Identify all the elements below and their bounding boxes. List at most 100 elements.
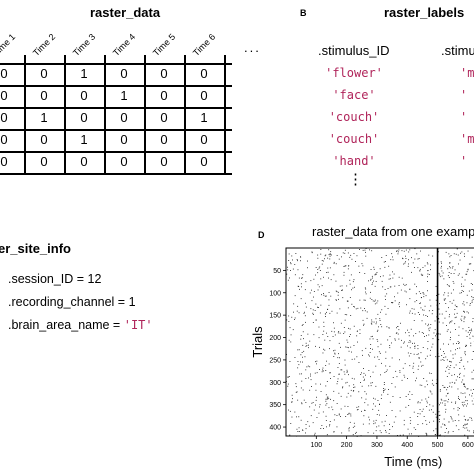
spike-dot bbox=[354, 286, 355, 288]
spike-dot bbox=[450, 273, 452, 274]
spike-dot bbox=[362, 354, 363, 356]
spike-dot bbox=[446, 284, 448, 286]
spike-dot bbox=[413, 320, 415, 321]
spike-dot bbox=[336, 426, 338, 428]
spike-dot bbox=[331, 330, 333, 332]
spike-dot bbox=[308, 347, 309, 349]
spike-dot bbox=[365, 347, 367, 349]
spike-dot bbox=[329, 253, 331, 255]
spike-dot bbox=[316, 396, 317, 398]
table-cell: 0 bbox=[40, 132, 48, 147]
spike-dot bbox=[339, 357, 340, 359]
spike-dot bbox=[377, 300, 379, 302]
spike-dot bbox=[427, 273, 429, 275]
spike-dot bbox=[470, 389, 472, 391]
spike-dot bbox=[330, 254, 332, 256]
spike-dot bbox=[341, 289, 343, 291]
spike-dot bbox=[341, 290, 343, 291]
spike-dot bbox=[395, 332, 397, 334]
spike-dot bbox=[402, 434, 404, 436]
spike-dot bbox=[322, 260, 324, 262]
spike-dot bbox=[389, 274, 391, 276]
spike-dot bbox=[457, 376, 458, 378]
spike-dot bbox=[288, 376, 290, 377]
spike-dot bbox=[420, 273, 422, 275]
table-cell: 1 bbox=[40, 110, 48, 125]
spike-dot bbox=[369, 355, 370, 357]
spike-dot bbox=[462, 291, 464, 292]
spike-dot bbox=[371, 284, 373, 285]
spike-dot bbox=[401, 379, 403, 381]
spike-dot bbox=[376, 330, 378, 332]
spike-dot bbox=[375, 273, 376, 275]
spike-dot bbox=[455, 402, 456, 404]
y-axis-label: Trials bbox=[250, 326, 265, 358]
spike-dot bbox=[440, 398, 442, 400]
spike-dot bbox=[321, 371, 323, 373]
spike-dot bbox=[327, 271, 329, 273]
spike-dot bbox=[329, 267, 331, 269]
spike-dot bbox=[456, 343, 457, 344]
spike-dot bbox=[289, 434, 291, 436]
spike-dot bbox=[429, 354, 431, 356]
spike-dot bbox=[341, 256, 342, 258]
spike-dot bbox=[320, 428, 322, 429]
spike-dot bbox=[427, 341, 429, 342]
spike-dot bbox=[324, 255, 326, 257]
spike-dot bbox=[318, 267, 320, 269]
spike-dot bbox=[336, 403, 338, 404]
spike-dot bbox=[379, 268, 381, 270]
spike-dot bbox=[323, 348, 324, 350]
spike-dot bbox=[394, 296, 395, 298]
table-cell: 0 bbox=[200, 132, 208, 147]
spike-dot bbox=[471, 359, 473, 360]
spike-dot bbox=[419, 384, 421, 386]
spike-dot bbox=[454, 313, 455, 315]
spike-dot bbox=[471, 301, 473, 303]
spike-dot bbox=[318, 326, 320, 328]
spike-dot bbox=[343, 371, 345, 373]
spike-dot bbox=[287, 266, 288, 268]
spike-dot bbox=[463, 304, 465, 306]
spike-dot bbox=[290, 334, 292, 336]
spike-dot bbox=[297, 349, 299, 351]
spike-dot bbox=[425, 295, 427, 297]
spike-dot bbox=[307, 260, 308, 262]
spike-dot bbox=[466, 311, 468, 313]
spike-dot bbox=[447, 387, 449, 388]
x-tick-label: 400 bbox=[401, 442, 413, 449]
spike-dot bbox=[321, 285, 323, 287]
spike-dot bbox=[298, 416, 300, 418]
spike-dot bbox=[417, 402, 419, 404]
spike-dot bbox=[394, 338, 396, 340]
spike-dot bbox=[405, 284, 407, 286]
spike-dot bbox=[463, 375, 465, 377]
spike-dot bbox=[297, 367, 299, 369]
spike-dot bbox=[442, 423, 444, 425]
spike-dot bbox=[348, 428, 350, 430]
spike-dot bbox=[408, 433, 410, 435]
spike-dot bbox=[289, 327, 291, 329]
spike-dot bbox=[403, 250, 405, 252]
spike-dot bbox=[324, 349, 326, 351]
spike-dot bbox=[363, 324, 364, 326]
panel-d-letter: D bbox=[258, 230, 265, 240]
spike-dot bbox=[354, 306, 355, 308]
x-axis-label: Time (ms) bbox=[384, 454, 442, 469]
spike-dot bbox=[349, 421, 351, 423]
spike-dot bbox=[318, 412, 320, 414]
spike-dot bbox=[294, 317, 296, 319]
spike-dot bbox=[289, 361, 291, 362]
stimulus-col2-label: ' bbox=[460, 88, 468, 102]
spike-dot bbox=[416, 354, 418, 355]
spike-dot bbox=[448, 307, 449, 309]
column-header-6: Time 6 bbox=[190, 31, 218, 58]
spike-dot bbox=[444, 405, 446, 406]
spike-dot bbox=[357, 307, 359, 309]
spike-dot bbox=[378, 351, 380, 353]
spike-dot bbox=[369, 352, 371, 353]
spike-dot bbox=[438, 318, 440, 320]
spike-dot bbox=[300, 283, 302, 285]
spike-dot bbox=[348, 412, 350, 414]
spike-dot bbox=[423, 309, 425, 311]
